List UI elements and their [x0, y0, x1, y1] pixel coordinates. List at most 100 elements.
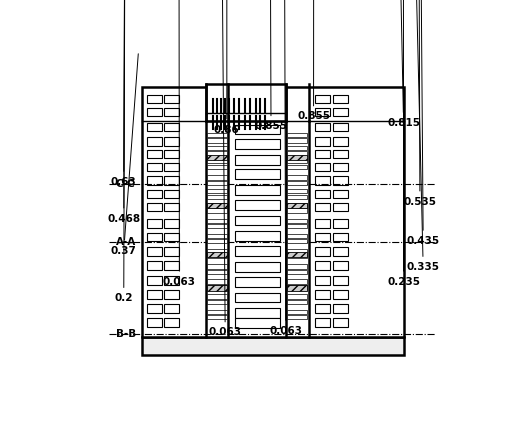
Bar [332, 108, 347, 116]
Bar [287, 270, 307, 274]
Bar [287, 159, 307, 163]
Bar [164, 247, 179, 255]
Bar [207, 254, 227, 258]
Text: 0.235: 0.235 [387, 0, 420, 287]
Bar [315, 233, 330, 241]
Bar [332, 163, 347, 171]
Bar [287, 203, 307, 208]
Bar [164, 108, 179, 116]
Bar [207, 155, 227, 160]
Bar [142, 87, 404, 337]
Bar [207, 203, 227, 208]
Bar [207, 270, 227, 274]
Bar [207, 285, 227, 289]
Bar [207, 189, 227, 193]
Bar [332, 150, 347, 159]
Bar [287, 195, 307, 199]
Bar [287, 264, 307, 269]
Bar [207, 264, 227, 269]
Bar [287, 285, 307, 291]
Bar [287, 234, 307, 238]
Bar [235, 170, 280, 179]
Bar [164, 190, 179, 198]
Bar [147, 203, 162, 211]
Bar [332, 123, 347, 131]
Bar [147, 233, 162, 241]
Bar [164, 176, 179, 184]
Bar [207, 208, 227, 212]
Bar [332, 247, 347, 255]
Bar [315, 123, 330, 131]
Bar [287, 155, 307, 160]
Bar [287, 218, 307, 223]
Bar [332, 290, 347, 299]
Text: 0.335: 0.335 [402, 0, 439, 272]
Bar [235, 215, 280, 225]
Bar [164, 137, 179, 146]
Bar [315, 95, 330, 103]
Text: 0.855: 0.855 [254, 0, 287, 131]
Bar [147, 261, 162, 269]
Bar [207, 151, 227, 156]
Bar [207, 159, 227, 163]
Bar [207, 146, 227, 150]
Text: 0.63: 0.63 [111, 0, 140, 187]
Bar [235, 292, 280, 302]
Bar [287, 208, 307, 212]
Bar [207, 133, 227, 137]
Bar [207, 234, 227, 238]
Bar [332, 190, 347, 198]
Bar [147, 318, 162, 326]
Text: 0.855: 0.855 [297, 0, 330, 122]
Text: 0.37: 0.37 [111, 54, 138, 255]
Bar [147, 95, 162, 103]
Bar [235, 318, 280, 328]
Bar [315, 247, 330, 255]
Bar [287, 181, 307, 185]
Bar [287, 249, 307, 253]
Bar [315, 190, 330, 198]
Bar [207, 249, 227, 253]
Bar [287, 309, 307, 314]
Bar [235, 155, 280, 164]
Bar [147, 277, 162, 285]
Text: 0.2: 0.2 [114, 0, 138, 303]
Bar [332, 318, 347, 326]
Bar [287, 203, 307, 207]
Bar [315, 318, 330, 326]
Bar [315, 219, 330, 228]
Bar [287, 164, 307, 169]
Bar [164, 304, 179, 313]
Bar [207, 139, 227, 143]
Bar [287, 254, 307, 258]
Text: 0.815: 0.815 [387, 0, 420, 128]
Bar [147, 163, 162, 171]
Bar [164, 95, 179, 103]
Bar [332, 261, 347, 269]
Bar [164, 150, 179, 159]
Text: 0.535: 0.535 [402, 0, 436, 207]
Bar [207, 164, 227, 169]
Bar [207, 285, 227, 291]
Bar [287, 252, 307, 257]
Text: A-A: A-A [115, 238, 136, 247]
Bar [287, 295, 307, 299]
Text: C-C: C-C [115, 178, 135, 189]
Bar [164, 277, 179, 285]
Text: 0.435: 0.435 [384, 0, 440, 246]
Bar [235, 277, 280, 287]
Bar [315, 277, 330, 285]
Bar [287, 176, 307, 180]
Bar [205, 84, 286, 122]
Bar [332, 176, 347, 184]
Bar [164, 290, 179, 299]
Bar [207, 224, 227, 228]
Bar [164, 123, 179, 131]
Bar [147, 290, 162, 299]
Bar [332, 219, 347, 228]
Bar [315, 261, 330, 269]
Text: 0.063: 0.063 [209, 0, 242, 337]
Bar [287, 151, 307, 156]
Bar [147, 108, 162, 116]
Text: B-B: B-B [115, 329, 136, 339]
